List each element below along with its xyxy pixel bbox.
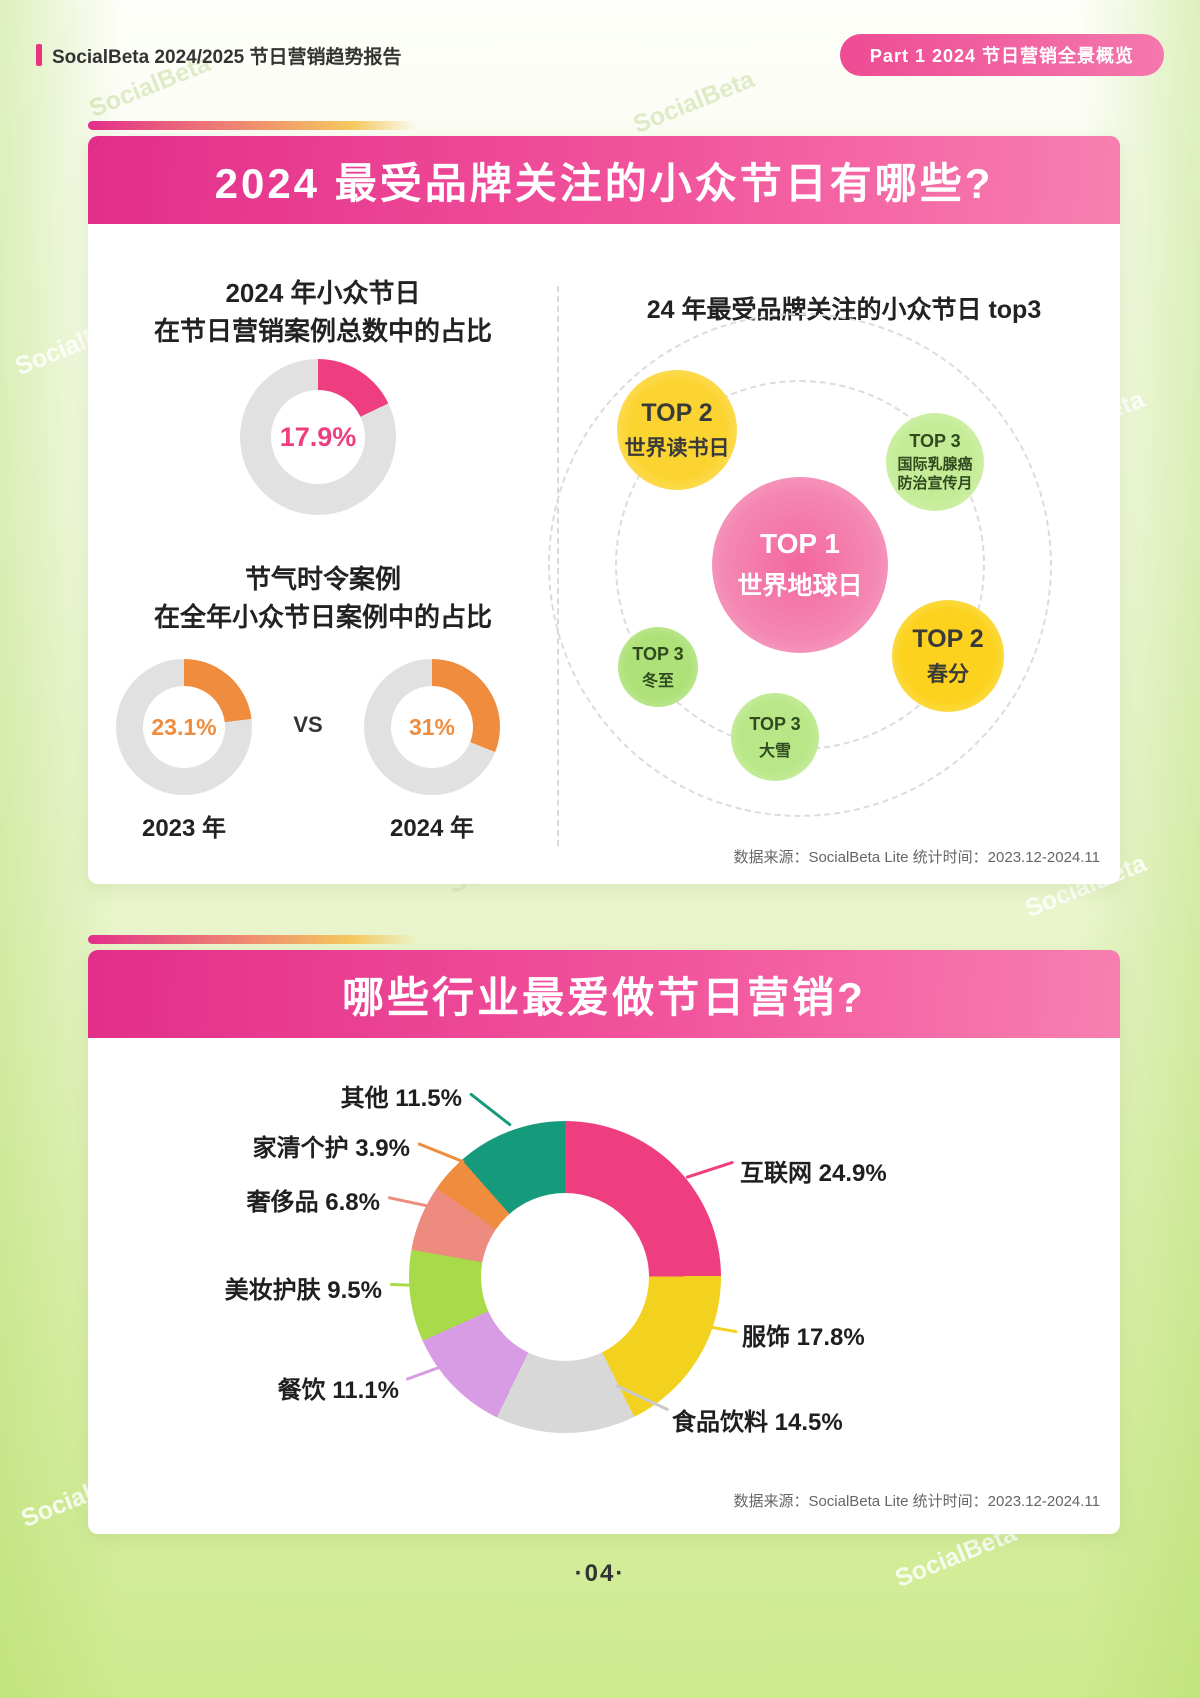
bubble-rank: TOP 1 — [760, 528, 840, 559]
donut-value-label: 17.9% — [279, 421, 357, 452]
donut-industry-share — [409, 1121, 721, 1433]
year-label-2024: 2024 年 — [389, 815, 475, 842]
orbit-circle-outer — [548, 313, 1052, 817]
pie-label-internet: 互联网 24.9% — [740, 1160, 887, 1187]
pie-label-beauty: 美妆护肤 9.5% — [224, 1277, 382, 1304]
pie-label-dining: 餐饮 11.1% — [277, 1377, 399, 1404]
bubble-label: 世界读书日 — [624, 436, 730, 460]
report-title-group: SocialBeta 2024/2025 节日营销趋势报告 — [36, 42, 402, 69]
vs-label: VS — [293, 712, 323, 737]
bubble-top1-earth-day: TOP 1 世界地球日 — [712, 477, 888, 653]
donut-hole — [481, 1193, 649, 1361]
gradient-bar-top — [88, 121, 418, 130]
bubble-top3-heavy-snow: TOP 3 大雪 — [731, 693, 819, 781]
donut-2024-solar-terms: 31% — [364, 659, 500, 795]
pie-label-luxury: 奢侈品 6.8% — [246, 1189, 380, 1216]
accent-bar — [36, 44, 42, 66]
donut-hole: 23.1% — [143, 686, 225, 768]
bubble-label: 国际乳腺癌防治宣传月 — [897, 456, 973, 492]
bubble-top3-winter-solstice: TOP 3 冬至 — [618, 627, 698, 707]
leader-line-other — [469, 1092, 512, 1127]
part-badge: Part 1 2024 节日营销全景概览 — [839, 34, 1164, 76]
gradient-bar-top — [88, 935, 418, 944]
year-label-2023: 2023 年 — [141, 815, 227, 842]
page-header: SocialBeta 2024/2025 节日营销趋势报告 Part 1 202… — [36, 34, 1164, 76]
page-number: ·04· — [574, 1560, 626, 1587]
pie-label-other: 其他 11.5% — [340, 1085, 462, 1112]
bubble-label: 冬至 — [641, 672, 674, 690]
section2-title: 哪些行业最爱做节日营销? — [342, 973, 866, 1021]
donut-2023-solar-terms: 23.1% — [116, 659, 252, 795]
section-industries: 哪些行业最爱做节日营销? 其他 11.5% 家清个护 3.9% 奢侈品 6.8%… — [88, 950, 1120, 1534]
chart1-title-line2: 在节日营销案例总数中的占比 — [153, 316, 492, 346]
chart2-title-line1: 节气时令案例 — [244, 564, 401, 594]
donut-hole: 17.9% — [271, 390, 365, 484]
section-minor-festivals: 2024 最受品牌关注的小众节日有哪些? 2024 年小众节日 在节日营销案例总… — [88, 136, 1120, 884]
bubble-rank: TOP 2 — [641, 398, 713, 427]
section1-title: 2024 最受品牌关注的小众节日有哪些? — [214, 159, 994, 207]
chart2-title: 节气时令案例 在全年小众节日案例中的占比 — [88, 560, 558, 636]
chart1-title-line1: 2024 年小众节日 — [225, 278, 421, 308]
bubble-top3-breast-cancer-month: TOP 3 国际乳腺癌防治宣传月 — [886, 413, 984, 511]
bubble-rank: TOP 3 — [909, 431, 961, 451]
bubble-label: 大雪 — [758, 742, 791, 760]
donut-value-label: 31% — [408, 713, 456, 740]
bubble-label: 世界地球日 — [737, 572, 863, 600]
section2-banner: 哪些行业最爱做节日营销? — [88, 950, 1120, 1038]
pie-label-apparel: 服饰 17.8% — [742, 1324, 865, 1351]
data-source-note: 数据来源：SocialBeta Lite 统计时间：2023.12-2024.1… — [733, 1493, 1100, 1510]
donut-value-label: 23.1% — [151, 713, 217, 740]
pie-label-food-beverage: 食品饮料 14.5% — [672, 1409, 843, 1436]
donut-minor-festival-share: 17.9% — [240, 359, 396, 515]
bubble-label: 春分 — [927, 662, 969, 686]
bubble-rank: TOP 2 — [912, 624, 984, 653]
chart2-title-line2: 在全年小众节日案例中的占比 — [153, 602, 492, 632]
pie-label-home-care: 家清个护 3.9% — [252, 1135, 410, 1162]
leader-line-internet — [685, 1160, 735, 1179]
bubble-rank: TOP 3 — [749, 713, 801, 734]
bubble-top2-reading-day: TOP 2 世界读书日 — [617, 370, 737, 490]
chart1-title: 2024 年小众节日 在节日营销案例总数中的占比 — [88, 274, 558, 350]
bubble-rank: TOP 3 — [632, 643, 684, 664]
section1-banner: 2024 最受品牌关注的小众节日有哪些? — [88, 136, 1120, 224]
data-source-note: 数据来源：SocialBeta Lite 统计时间：2023.12-2024.1… — [733, 849, 1100, 866]
report-title: SocialBeta 2024/2025 节日营销趋势报告 — [52, 46, 402, 68]
bubble-top2-spring-equinox: TOP 2 春分 — [892, 600, 1004, 712]
leader-line-home-care — [417, 1142, 465, 1164]
donut-hole: 31% — [391, 686, 473, 768]
watermark: SocialBeta — [629, 65, 759, 139]
